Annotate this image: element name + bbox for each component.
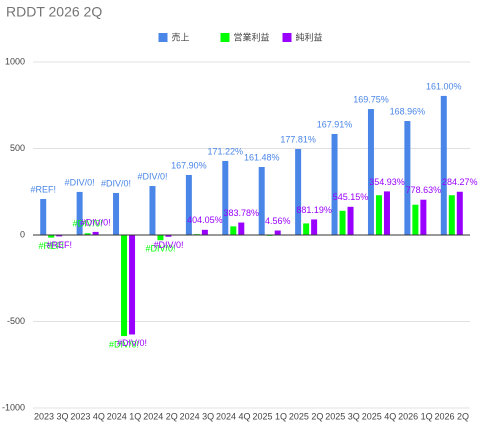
data-label: 171.22% bbox=[208, 146, 244, 156]
data-label: #DIV/0! bbox=[145, 244, 175, 254]
legend-swatch bbox=[158, 33, 168, 42]
data-label: 545.15% bbox=[333, 192, 369, 202]
bar bbox=[149, 186, 156, 235]
data-label: #DIV/0! bbox=[101, 178, 131, 188]
bar bbox=[222, 160, 229, 235]
legend-label: 営業利益 bbox=[234, 31, 270, 42]
data-label: 4.56% bbox=[265, 216, 291, 226]
bar bbox=[420, 199, 427, 235]
bar bbox=[440, 95, 447, 236]
data-label: #REF! bbox=[46, 240, 72, 250]
data-label: 383.78% bbox=[224, 208, 260, 218]
legend-swatch bbox=[220, 33, 230, 42]
data-label: #DIV/0! bbox=[73, 219, 103, 229]
bar bbox=[404, 120, 411, 235]
data-label: #DIV/0! bbox=[137, 171, 167, 181]
y-tick-label: 1000 bbox=[5, 56, 25, 66]
data-label: 169.75% bbox=[353, 94, 389, 104]
x-tick-label: 2025 1Q bbox=[252, 411, 287, 421]
bar bbox=[448, 195, 455, 235]
x-tick-label: 2026 2Q bbox=[435, 411, 470, 421]
y-tick-label: 0 bbox=[20, 229, 25, 239]
y-tick-label: -1000 bbox=[2, 402, 25, 412]
data-label: 284.27% bbox=[442, 177, 478, 187]
bar bbox=[230, 226, 237, 235]
chart-title: RDDT 2026 2Q bbox=[6, 4, 102, 20]
bar bbox=[201, 229, 208, 235]
bar bbox=[274, 230, 281, 235]
bar bbox=[129, 235, 136, 335]
bar bbox=[113, 192, 120, 235]
x-tick-label: 2025 3Q bbox=[325, 411, 360, 421]
legend-swatch bbox=[282, 33, 292, 42]
bar bbox=[238, 222, 245, 235]
bar bbox=[339, 210, 346, 235]
y-tick-label: -500 bbox=[7, 316, 25, 326]
data-label: #DIV/0! bbox=[153, 240, 183, 250]
bar bbox=[185, 174, 192, 235]
y-tick-label: 500 bbox=[10, 143, 25, 153]
x-tick-label: 2024 1Q bbox=[107, 411, 142, 421]
data-label: #REF! bbox=[30, 184, 56, 194]
data-label: 354.93% bbox=[369, 177, 405, 187]
bar bbox=[157, 235, 164, 241]
x-tick-label: 2025 2Q bbox=[289, 411, 324, 421]
bar bbox=[84, 233, 91, 235]
bar bbox=[295, 149, 302, 235]
x-tick-label: 2025 4Q bbox=[362, 411, 397, 421]
bar bbox=[311, 219, 318, 235]
x-tick-label: 2026 1Q bbox=[398, 411, 433, 421]
data-label: 167.91% bbox=[317, 119, 353, 129]
data-label: 168.96% bbox=[390, 106, 426, 116]
bar bbox=[367, 109, 374, 235]
bar bbox=[40, 199, 47, 235]
legend-label: 売上 bbox=[172, 31, 190, 42]
bar bbox=[258, 167, 265, 235]
data-label: #DIV/0! bbox=[109, 339, 139, 349]
x-tick-label: 2023 4Q bbox=[70, 411, 105, 421]
data-label: #REF! bbox=[38, 241, 64, 251]
data-label: 167.90% bbox=[171, 160, 207, 170]
bar bbox=[56, 235, 63, 237]
bar bbox=[76, 191, 83, 235]
x-tick-label: 2023 3Q bbox=[34, 411, 69, 421]
data-label: 881.19% bbox=[296, 205, 332, 215]
bar bbox=[303, 223, 310, 235]
data-label: 161.00% bbox=[426, 81, 462, 91]
data-label: 404.05% bbox=[187, 215, 223, 225]
bar bbox=[347, 206, 354, 235]
bar bbox=[165, 235, 172, 237]
bar bbox=[383, 191, 390, 235]
data-label: #DIV/0! bbox=[65, 177, 95, 187]
bar bbox=[412, 204, 419, 235]
data-label: 778.63% bbox=[406, 185, 442, 195]
x-tick-label: 2024 2Q bbox=[143, 411, 178, 421]
bar bbox=[121, 235, 128, 337]
data-label: 161.48% bbox=[244, 152, 280, 162]
x-tick-label: 2024 3Q bbox=[180, 411, 215, 421]
bar bbox=[456, 191, 463, 235]
bar bbox=[48, 235, 55, 238]
legend-label: 純利益 bbox=[296, 31, 323, 42]
bar bbox=[331, 133, 338, 235]
data-label: #DIV/0! bbox=[117, 338, 147, 348]
data-label: 177.81% bbox=[280, 134, 316, 144]
data-label: #DIV/0! bbox=[81, 217, 111, 227]
bar bbox=[92, 231, 99, 235]
x-tick-label: 2024 4Q bbox=[216, 411, 251, 421]
bar bbox=[375, 195, 382, 235]
